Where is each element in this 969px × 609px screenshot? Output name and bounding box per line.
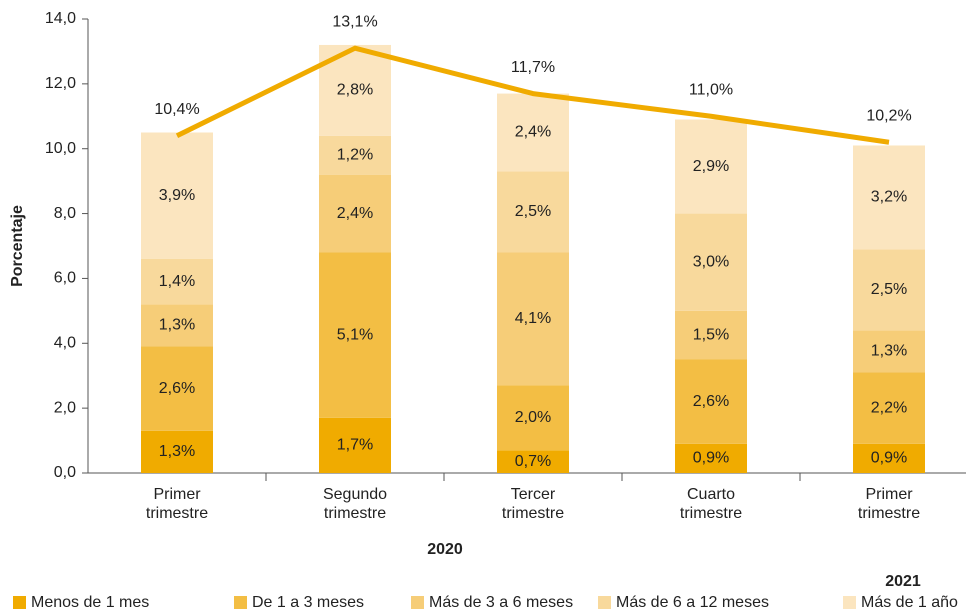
data-label: 2,4% — [337, 205, 373, 222]
data-label: 1,7% — [337, 437, 373, 454]
data-label: 2,6% — [159, 380, 195, 397]
y-tick-label: 12,0 — [45, 75, 76, 92]
bar-segment — [141, 430, 213, 473]
bar-segment — [675, 310, 747, 360]
bar-segment — [141, 346, 213, 431]
bar-segment — [497, 450, 569, 473]
legend-label: Más de 3 a 6 meses — [429, 594, 573, 609]
x-tick-label-line: Cuarto — [687, 486, 735, 503]
legend-label: Menos de 1 mes — [31, 594, 149, 609]
bar-segment — [141, 258, 213, 305]
data-label: 3,9% — [159, 187, 195, 204]
data-label: 2,5% — [515, 203, 551, 220]
data-label: 2,5% — [871, 281, 907, 298]
bar-segment — [497, 385, 569, 451]
y-tick-label: 6,0 — [54, 270, 76, 287]
data-label: 0,9% — [693, 450, 729, 467]
data-label: 2,6% — [693, 393, 729, 410]
bar-segment — [319, 174, 391, 253]
bar-segment — [853, 372, 925, 444]
bar-segment — [675, 119, 747, 214]
bar-segment — [141, 304, 213, 347]
x-tick-label: Cuarto trimestre — [680, 486, 742, 522]
x-tick-label-line: Primer — [153, 486, 201, 503]
data-label: 1,5% — [693, 326, 729, 343]
legend-label: Más de 6 a 12 meses — [616, 594, 769, 609]
x-tick-label-line: trimestre — [324, 505, 386, 522]
data-label: 0,9% — [871, 450, 907, 467]
bar-segment — [319, 252, 391, 418]
y-tick-label: 4,0 — [54, 335, 76, 352]
total-label: 11,0% — [689, 82, 733, 99]
x-tick-label-line: Primer — [865, 486, 913, 503]
x-tick-label-line: Tercer — [511, 486, 556, 503]
y-tick-label: 8,0 — [54, 205, 76, 222]
x-tick-label-line: trimestre — [502, 505, 564, 522]
x-tick-label: Primer trimestre — [146, 486, 208, 522]
bar-segment — [675, 443, 747, 473]
total-label: 11,7% — [511, 59, 555, 76]
data-label: 2,4% — [515, 124, 551, 141]
x-tick-label: Tercer trimestre — [502, 486, 564, 522]
data-label: 2,2% — [871, 399, 907, 416]
bar-segment — [675, 213, 747, 311]
bar-segment — [497, 93, 569, 172]
data-label: 2,8% — [337, 82, 373, 99]
data-label: 1,3% — [159, 443, 195, 460]
bar-segment — [853, 145, 925, 250]
bar-segment — [319, 417, 391, 473]
y-tick-label: 0,0 — [54, 464, 76, 481]
y-axis-label: Porcentaje — [9, 205, 26, 287]
total-line — [175, 45, 890, 145]
bar-segment — [141, 132, 213, 259]
data-label: 2,9% — [693, 158, 729, 175]
x-tick-label-line: trimestre — [680, 505, 742, 522]
x-tick-label-line: trimestre — [858, 505, 920, 522]
bar-segment — [853, 249, 925, 331]
data-label: 3,2% — [871, 189, 907, 206]
group-label: 2020 — [427, 541, 463, 558]
total-label: 13,1% — [332, 13, 377, 30]
bar-segment — [497, 252, 569, 386]
data-label: 2,0% — [515, 409, 551, 426]
legend-label: De 1 a 3 meses — [252, 594, 364, 609]
y-tick-label: 10,0 — [45, 140, 76, 157]
x-tick-label: Primer trimestre — [858, 486, 920, 522]
x-tick-label-line: trimestre — [146, 505, 208, 522]
data-label: 3,0% — [693, 253, 729, 270]
bar-segment — [675, 359, 747, 444]
data-label: 0,7% — [515, 453, 551, 470]
data-label: 1,3% — [871, 343, 907, 360]
data-label: 1,4% — [159, 273, 195, 290]
legend-swatch — [843, 596, 856, 609]
legend-label: Más de 1 año — [861, 594, 958, 609]
bar-segment — [853, 443, 925, 473]
legend-swatch — [234, 596, 247, 609]
legend-swatch — [13, 596, 26, 609]
legend-swatch — [598, 596, 611, 609]
total-label: 10,4% — [154, 101, 199, 118]
total-label: 10,2% — [866, 107, 911, 124]
data-label: 4,1% — [515, 310, 551, 327]
legend-swatch — [411, 596, 424, 609]
bar-segment — [319, 135, 391, 175]
y-tick-label: 2,0 — [54, 399, 76, 416]
y-tick-label: 14,0 — [45, 10, 76, 27]
x-tick-label-line: Segundo — [323, 486, 387, 503]
data-label: 1,2% — [337, 146, 373, 163]
data-label: 1,3% — [159, 317, 195, 334]
bar-segment — [853, 330, 925, 373]
data-label: 5,1% — [337, 326, 373, 343]
bar-segment — [497, 171, 569, 253]
group-label: 2021 — [885, 573, 921, 590]
x-tick-label: Segundo trimestre — [323, 486, 387, 522]
